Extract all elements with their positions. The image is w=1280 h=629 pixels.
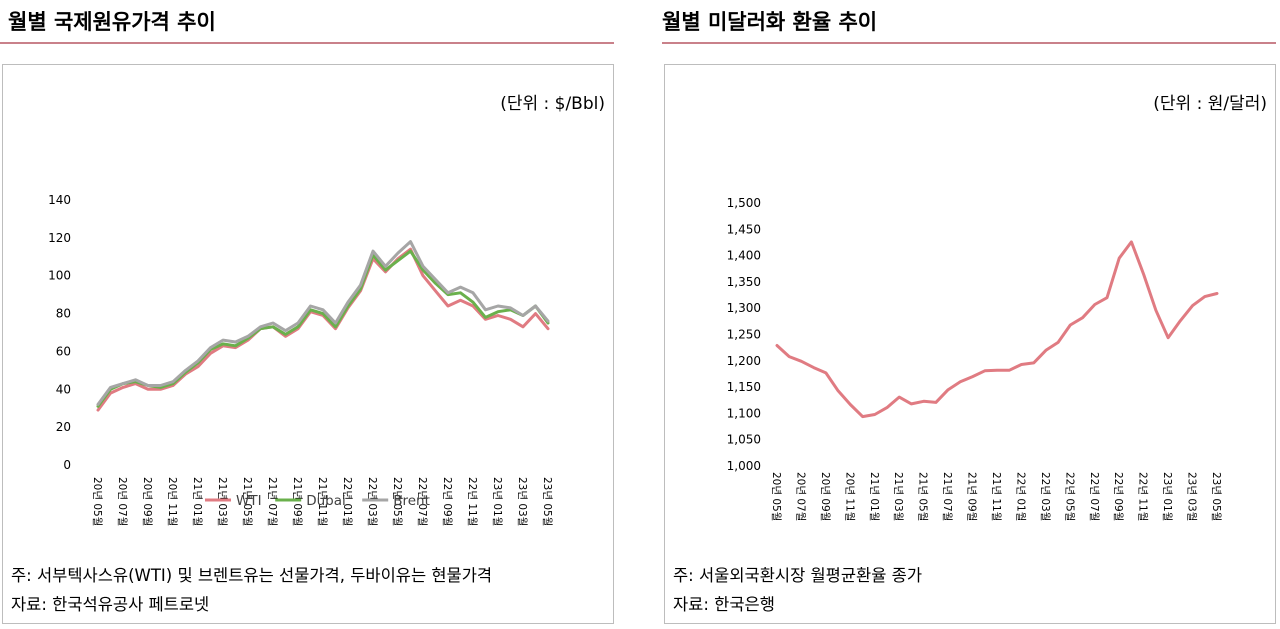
y-tick-label: 1,500	[727, 196, 761, 210]
y-tick-label: 1,450	[727, 222, 761, 236]
y-tick-label: 120	[48, 231, 71, 245]
right-footnote: 주: 서울외국환시장 월평균환율 종가	[673, 566, 922, 585]
x-tick-label: 22년 07월	[416, 477, 428, 526]
left-unit-label: (단위 : $/Bbl)	[500, 94, 605, 114]
x-tick-label: 21년 01월	[191, 477, 203, 526]
x-tick-label: 21년 03월	[892, 472, 904, 521]
left-source: 자료: 한국석유공사 페트로넷	[11, 595, 210, 614]
y-tick-label: 1,050	[727, 433, 761, 447]
y-tick-label: 40	[56, 382, 71, 396]
right-section-title: 월별 미달러화 환율 추이	[662, 10, 878, 34]
exchange-rate-chart: 1,000 1,050 1,100 1,150 1,200 1,250 1,300 1,350…	[727, 196, 1222, 521]
x-tick-label: 21년 11월	[316, 477, 328, 526]
y-tick-label: 1,100	[727, 406, 761, 420]
x-tick-label: 20년 07월	[116, 477, 128, 526]
x-tick-label: 22년 07월	[1088, 472, 1100, 521]
right-unit-label: (단위 : 원/달러)	[1153, 94, 1267, 114]
x-tick-label: 21년 09월	[291, 477, 303, 526]
x-tick-label: 22년 05월	[1063, 472, 1075, 521]
right-title-rule	[662, 42, 1276, 44]
legend-label: Dubai	[306, 493, 346, 509]
x-tick-label: 22년 09월	[441, 477, 453, 526]
right-source: 자료: 한국은행	[673, 595, 775, 614]
series-line-	[775, 240, 1219, 419]
x-tick-label: 20년 11월	[166, 477, 178, 526]
x-tick-label: 22년 05월	[391, 477, 403, 526]
x-tick-label: 20년 09월	[819, 472, 831, 521]
y-tick-label: 1,150	[727, 380, 761, 394]
right-chart-panel: (단위 : 원/달러) 1,000 1,050 1,100 1,150 1,200 1,2…	[664, 64, 1276, 624]
x-tick-label: 22년 01월	[341, 477, 353, 526]
left-title-rule	[0, 42, 614, 44]
x-tick-label: 21년 07월	[941, 472, 953, 521]
series-line-dubai	[96, 249, 550, 408]
left-chart-panel: (단위 : $/Bbl) 0 20 40 60 80 100 120 140 20년 05월 20…	[2, 64, 614, 624]
y-tick-label: 80	[56, 307, 71, 321]
y-tick-label: 100	[48, 269, 71, 283]
x-tick-label: 23년 05월	[541, 477, 553, 526]
x-tick-label: 20년 11월	[843, 472, 855, 521]
x-tick-label: 21년 03월	[216, 477, 228, 526]
y-tick-label: 1,300	[727, 301, 761, 315]
x-tick-label: 21년 07월	[266, 477, 278, 526]
x-tick-label: 22년 11월	[466, 477, 478, 526]
x-tick-label: 21년 05월	[241, 477, 253, 526]
legend-label: Brent	[393, 493, 430, 509]
x-tick-label: 20년 09월	[141, 477, 153, 526]
y-tick-label: 60	[56, 344, 71, 358]
x-tick-label: 21년 09월	[966, 472, 978, 521]
x-tick-label: 20년 07월	[794, 472, 806, 521]
legend-label: WTI	[236, 493, 262, 509]
oil-price-chart: 0 20 40 60 80 100 120 140 20년 05월 20년 07월 20년 09월 2…	[48, 193, 553, 526]
y-tick-label: 1,250	[727, 328, 761, 342]
x-tick-label: 22년 01월	[1014, 472, 1026, 521]
y-tick-label: 140	[48, 193, 71, 207]
y-tick-label: 0	[63, 458, 71, 472]
y-tick-label: 1,000	[727, 459, 761, 473]
x-tick-label: 22년 09월	[1112, 472, 1124, 521]
x-tick-label: 23년 01월	[1161, 472, 1173, 521]
x-tick-label: 22년 03월	[1039, 472, 1051, 521]
x-tick-label: 21년 11월	[990, 472, 1002, 521]
y-tick-label: 20	[56, 420, 71, 434]
left-footnote: 주: 서부텍사스유(WTI) 및 브렌트유는 선물가격, 두바이유는 현물가격	[11, 566, 493, 585]
x-tick-label: 23년 03월	[1186, 472, 1198, 521]
x-tick-label: 20년 05월	[91, 477, 103, 526]
x-tick-label: 21년 01월	[868, 472, 880, 521]
y-tick-label: 1,200	[727, 354, 761, 368]
left-section-title: 월별 국제원유가격 추이	[8, 10, 216, 34]
x-tick-label: 22년 03월	[366, 477, 378, 526]
x-tick-label: 23년 01월	[491, 477, 503, 526]
y-tick-label: 1,400	[727, 249, 761, 263]
x-tick-label: 23년 03월	[516, 477, 528, 526]
series-line-brent	[96, 240, 550, 406]
x-tick-label: 20년 05월	[770, 472, 782, 521]
x-tick-label: 21년 05월	[917, 472, 929, 521]
x-tick-label: 23년 05월	[1210, 472, 1222, 521]
x-tick-label: 22년 11월	[1137, 472, 1149, 521]
y-tick-label: 1,350	[727, 275, 761, 289]
